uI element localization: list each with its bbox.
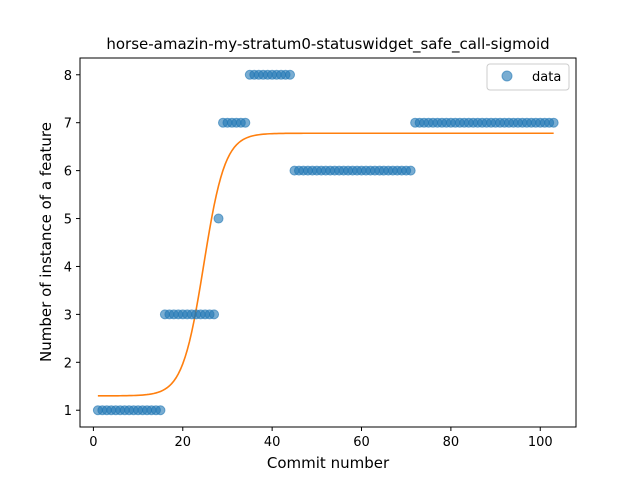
y-tick-label: 1 bbox=[64, 404, 72, 419]
chart-title: horse-amazin-my-stratum0-statuswidget_sa… bbox=[106, 35, 549, 54]
x-tick-label: 40 bbox=[264, 435, 281, 450]
x-tick-label: 0 bbox=[89, 435, 97, 450]
legend: data bbox=[486, 63, 570, 91]
data-point bbox=[285, 69, 296, 80]
data-point bbox=[209, 309, 220, 320]
plot-frame bbox=[79, 57, 577, 428]
x-tick-label: 100 bbox=[528, 435, 553, 450]
y-axis: 1 2 3 4 5 6 7 8 bbox=[64, 69, 80, 419]
x-tick-label: 20 bbox=[175, 435, 192, 450]
data-point bbox=[405, 165, 416, 176]
y-tick-label: 2 bbox=[64, 356, 72, 371]
legend-box bbox=[486, 63, 570, 91]
y-tick-label: 5 bbox=[64, 213, 72, 228]
x-axis: 0 20 40 60 80 100 bbox=[89, 427, 553, 450]
y-tick-label: 8 bbox=[64, 69, 72, 84]
points-layer bbox=[92, 69, 559, 416]
fit-layer bbox=[97, 132, 554, 397]
sigmoid-fit-line bbox=[97, 132, 554, 397]
y-axis-label: Number of instance of a feature bbox=[37, 122, 55, 362]
legend-marker bbox=[501, 70, 513, 82]
plot-area bbox=[92, 69, 559, 416]
data-point bbox=[548, 117, 559, 128]
legend-label: data bbox=[532, 70, 561, 85]
data-point bbox=[213, 213, 224, 224]
y-tick-label: 3 bbox=[64, 308, 72, 323]
y-tick-label: 6 bbox=[64, 165, 72, 180]
data-point bbox=[240, 117, 251, 128]
x-tick-label: 80 bbox=[443, 435, 460, 450]
x-tick-label: 60 bbox=[353, 435, 370, 450]
x-axis-label: Commit number bbox=[267, 454, 390, 472]
y-tick-label: 7 bbox=[64, 117, 72, 132]
data-point bbox=[155, 405, 166, 416]
y-tick-label: 4 bbox=[64, 260, 72, 275]
